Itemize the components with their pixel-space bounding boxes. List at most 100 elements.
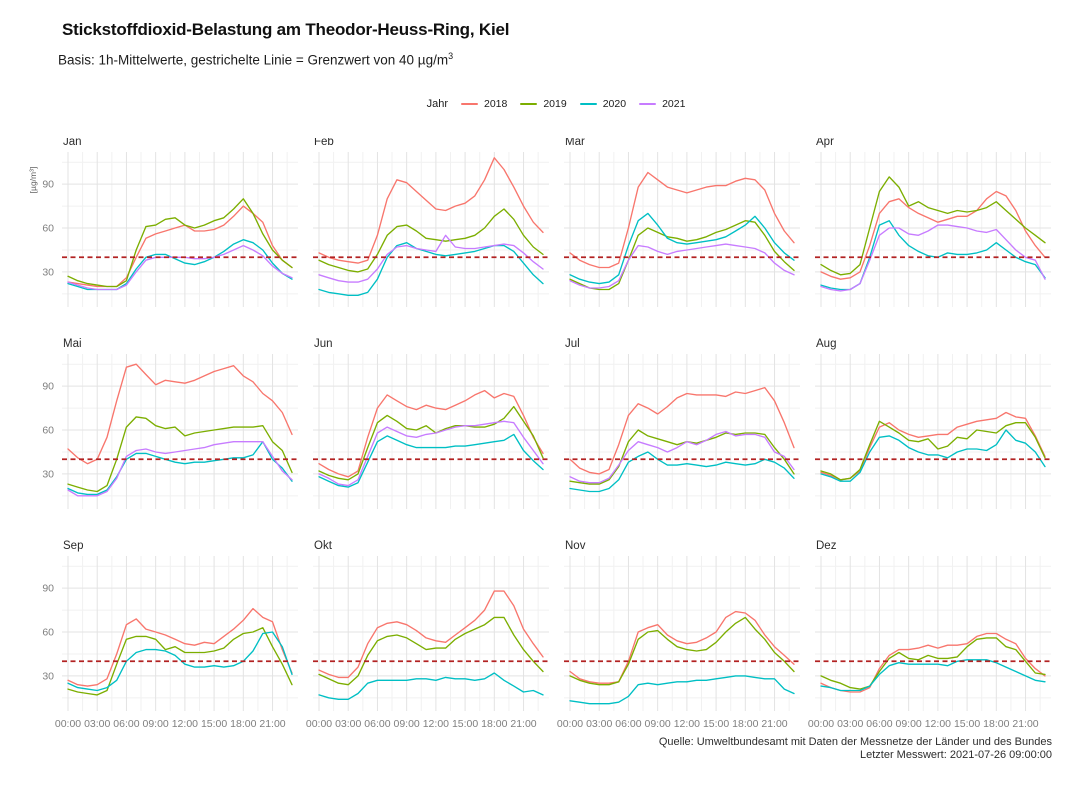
x-tick-label: 09:00 bbox=[645, 718, 671, 730]
x-tick-label: 00:00 bbox=[55, 718, 81, 730]
series-line-2019 bbox=[318, 616, 544, 686]
series-line-2018 bbox=[820, 411, 1046, 481]
x-tick-label: 15:00 bbox=[452, 718, 478, 730]
last-measurement-line: Letzter Messwert: 2021-07-26 09:00:00 bbox=[859, 749, 1052, 761]
x-tick-label: 15:00 bbox=[703, 718, 729, 730]
facet-title: Jan bbox=[63, 138, 82, 148]
facet-Okt: Okt 00:00 03:00 06:00 09:00 12:00 15:00 18:00 21… bbox=[306, 540, 549, 730]
y-tick-label: 30 bbox=[42, 468, 54, 480]
series-line-2018 bbox=[569, 386, 795, 475]
x-tick-label: 12:00 bbox=[674, 718, 700, 730]
series-line-2018 bbox=[820, 190, 1046, 280]
series-line-2020 bbox=[569, 451, 795, 493]
x-tick-label: 00:00 bbox=[306, 718, 332, 730]
series-line-2019 bbox=[569, 429, 795, 485]
facet-title: Apr bbox=[816, 138, 834, 148]
series-line-2018 bbox=[318, 590, 544, 679]
x-tick-label: 21:00 bbox=[1012, 718, 1038, 730]
series-line-2020 bbox=[820, 429, 1046, 482]
x-tick-label: 03:00 bbox=[335, 718, 361, 730]
facet-title: Feb bbox=[314, 138, 334, 148]
facet-title: Mai bbox=[63, 338, 82, 350]
facet-Mai: Mai 30 60 90 bbox=[42, 338, 298, 509]
facet-title: Dez bbox=[816, 540, 837, 552]
x-tick-label: 06:00 bbox=[113, 718, 139, 730]
source-footer: Quelle: Umweltbundesamt mit Daten der Me… bbox=[659, 736, 1052, 762]
series-line-2018 bbox=[318, 389, 544, 478]
legend-year-label: 2019 bbox=[543, 98, 567, 110]
facet-title: Jul bbox=[565, 338, 580, 350]
x-tick-label: 09:00 bbox=[394, 718, 420, 730]
series-line-2020 bbox=[67, 441, 293, 496]
x-tick-label: 06:00 bbox=[866, 718, 892, 730]
series-line-2018 bbox=[67, 607, 293, 687]
series-line-2019 bbox=[67, 627, 293, 696]
facet-title: Jun bbox=[314, 338, 333, 350]
x-tick-label: 00:00 bbox=[808, 718, 834, 730]
x-tick-label: 18:00 bbox=[732, 718, 758, 730]
series-line-2019 bbox=[67, 416, 293, 493]
series-line-2021 bbox=[318, 234, 544, 283]
series-line-2019 bbox=[820, 637, 1046, 690]
y-axis-title: [µg/m³] bbox=[28, 167, 38, 194]
series-line-2018 bbox=[569, 610, 795, 684]
facet-Jan: Jan 30 60 90 bbox=[42, 138, 298, 307]
series-line-2020 bbox=[318, 433, 544, 488]
series-line-2018 bbox=[820, 632, 1046, 693]
legend-line-swatch-2019 bbox=[520, 103, 538, 105]
y-tick-label: 60 bbox=[42, 425, 54, 437]
legend-line-swatch-2018 bbox=[460, 103, 478, 105]
series-line-2019 bbox=[67, 198, 293, 288]
x-tick-label: 09:00 bbox=[896, 718, 922, 730]
series-line-2020 bbox=[318, 672, 544, 700]
x-tick-label: 21:00 bbox=[259, 718, 285, 730]
y-tick-label: 60 bbox=[42, 627, 54, 639]
x-tick-label: 15:00 bbox=[954, 718, 980, 730]
facet-Apr: Apr bbox=[815, 138, 1051, 307]
y-tick-label: 60 bbox=[42, 223, 54, 235]
x-tick-label: 03:00 bbox=[84, 718, 110, 730]
facet-Jun: Jun bbox=[313, 338, 549, 509]
x-tick-label: 15:00 bbox=[201, 718, 227, 730]
x-tick-label: 18:00 bbox=[481, 718, 507, 730]
y-tick-label: 90 bbox=[42, 179, 54, 191]
series-line-2021 bbox=[820, 224, 1046, 292]
facet-title: Okt bbox=[314, 540, 333, 552]
y-tick-label: 30 bbox=[42, 670, 54, 682]
series-line-2020 bbox=[67, 631, 293, 692]
chart-subtitle-text: Basis: 1h-Mittelwerte, gestrichelte Lini… bbox=[58, 52, 449, 68]
facet-Nov: Nov 00:00 03:00 06:00 09:00 12:00 15:00 18:00 21… bbox=[557, 540, 800, 730]
facet-title: Sep bbox=[63, 540, 83, 552]
x-tick-label: 12:00 bbox=[925, 718, 951, 730]
series-line-2021 bbox=[67, 441, 293, 497]
chart-title: Stickstoffdioxid-Belastung am Theodor-He… bbox=[62, 20, 510, 39]
x-tick-label: 06:00 bbox=[615, 718, 641, 730]
series-line-2019 bbox=[569, 616, 795, 686]
series-line-2019 bbox=[318, 405, 544, 481]
x-tick-label: 03:00 bbox=[586, 718, 612, 730]
series-line-2020 bbox=[820, 659, 1046, 692]
series-line-2018 bbox=[318, 157, 544, 264]
facet-Feb: Feb bbox=[313, 138, 549, 307]
series-line-2019 bbox=[318, 208, 544, 273]
facet-Aug: Aug bbox=[815, 338, 1051, 509]
series-line-2021 bbox=[569, 243, 795, 289]
chart-subtitle-superscript: 3 bbox=[448, 51, 454, 61]
legend-line-swatch-2021 bbox=[639, 103, 657, 105]
series-line-2019 bbox=[569, 220, 795, 291]
chart-subtitle: Basis: 1h-Mittelwerte, gestrichelte Lini… bbox=[58, 51, 453, 68]
facet-grid: [µg/m³] Jan 30 60 90 Feb Mär Apr Mai 30 60 90 Jun Jul… bbox=[28, 138, 1051, 730]
x-tick-label: 21:00 bbox=[761, 718, 787, 730]
legend-year-label: 2018 bbox=[483, 98, 508, 110]
y-tick-label: 30 bbox=[42, 266, 54, 278]
series-line-2021 bbox=[67, 244, 293, 291]
facet-Mär: Mär bbox=[564, 138, 800, 307]
series-line-2021 bbox=[569, 430, 795, 484]
series-line-2020 bbox=[569, 212, 795, 285]
x-tick-label: 00:00 bbox=[557, 718, 583, 730]
x-tick-label: 18:00 bbox=[230, 718, 256, 730]
legend-year-label: 2020 bbox=[602, 98, 627, 110]
facet-Jul: Jul bbox=[564, 338, 800, 509]
facet-Dez: Dez 00:00 03:00 06:00 09:00 12:00 15:00 18:00 21… bbox=[808, 540, 1051, 730]
